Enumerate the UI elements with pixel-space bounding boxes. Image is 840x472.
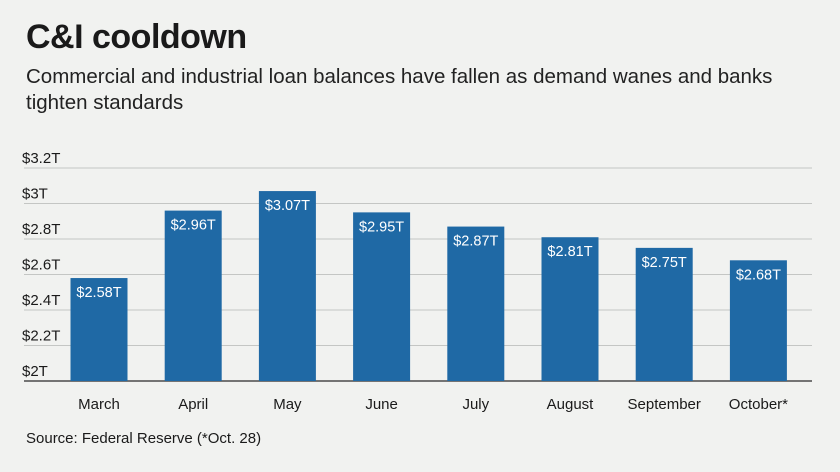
data-label: $2.96T xyxy=(171,218,216,234)
bar xyxy=(164,210,222,381)
bar xyxy=(353,212,411,381)
bar xyxy=(258,191,316,381)
x-tick-label: August xyxy=(547,396,595,413)
y-tick-label: $2.6T xyxy=(22,257,60,274)
bar xyxy=(635,247,693,381)
y-tick-label: $2T xyxy=(22,363,48,380)
x-tick-label: March xyxy=(78,396,120,413)
bar xyxy=(729,260,787,381)
chart-subtitle: Commercial and industrial loan balances … xyxy=(26,65,773,114)
data-label: $2.87T xyxy=(453,234,498,250)
gridlines xyxy=(24,167,812,382)
y-tick-label: $2.2T xyxy=(22,328,60,345)
bar xyxy=(70,278,128,381)
y-tick-label: $3.2T xyxy=(22,150,60,167)
chart-title: C&I cooldown xyxy=(26,18,247,56)
x-tick-label: April xyxy=(178,396,208,413)
x-tick-label: July xyxy=(462,396,489,413)
data-label: $3.07T xyxy=(265,198,310,214)
y-tick-label: $2.4T xyxy=(22,292,60,309)
x-tick-label: May xyxy=(273,396,302,413)
data-label: $2.81T xyxy=(547,244,592,260)
x-axis-ticks: March April May June July August September Octo… xyxy=(78,396,788,413)
x-tick-label: October* xyxy=(729,396,788,413)
data-label: $2.58T xyxy=(76,285,121,301)
data-label: $2.95T xyxy=(359,219,404,235)
data-label: $2.68T xyxy=(736,267,781,283)
bar xyxy=(447,226,505,381)
data-label: $2.75T xyxy=(642,255,687,271)
source-note: Source: Federal Reserve (*Oct. 28) xyxy=(26,430,262,447)
x-tick-label: June xyxy=(365,396,398,413)
y-tick-label: $3T xyxy=(22,186,48,203)
bars: $2.58T $2.96T $3.07T $2.95T $2.87T $2.81T $2.7… xyxy=(70,191,787,381)
bar xyxy=(541,237,599,381)
y-axis-ticks: $2T $2.2T $2.4T $2.6T $2.8T $3T $3.2T xyxy=(22,150,60,380)
y-tick-label: $2.8T xyxy=(22,221,60,238)
x-tick-label: September xyxy=(628,396,701,413)
